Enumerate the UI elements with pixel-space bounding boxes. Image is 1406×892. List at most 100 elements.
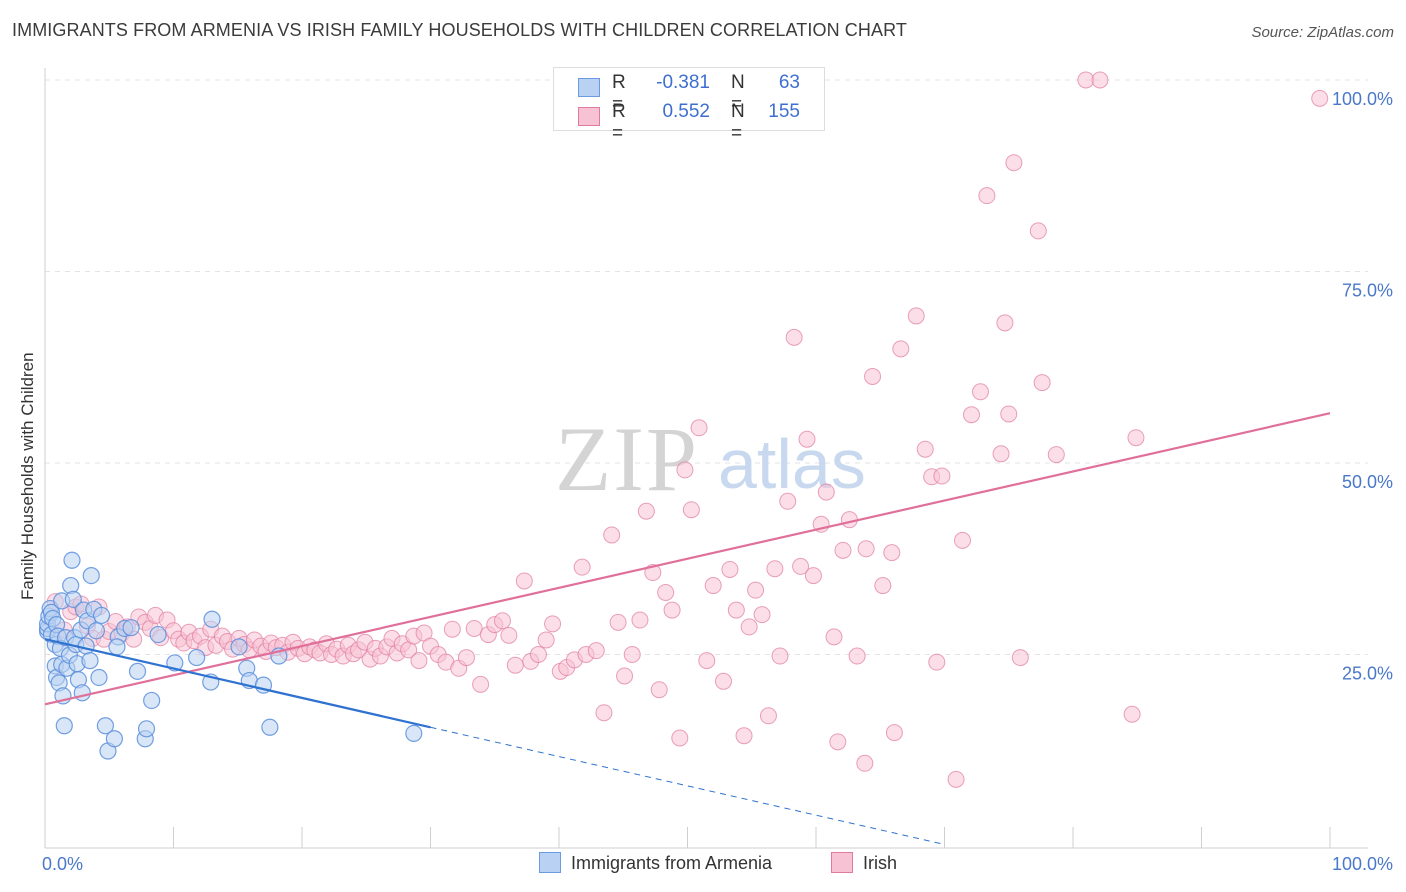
irish-point: [892, 340, 910, 358]
irish-point: [771, 647, 789, 665]
irish-point: [1077, 71, 1095, 89]
axes: [44, 68, 1368, 849]
n-value: 63: [778, 72, 800, 93]
irish-point: [785, 328, 803, 346]
irish-point: [834, 541, 852, 559]
n-label: N =: [731, 101, 745, 144]
irish-point: [792, 557, 810, 575]
irish-point: [857, 540, 875, 558]
irish-point: [766, 560, 784, 578]
irish-point: [953, 531, 971, 549]
irish-point: [682, 501, 700, 519]
irish-point: [500, 626, 518, 644]
irish-point: [690, 419, 708, 437]
armenia-swatch: [578, 78, 600, 97]
watermark-atlas: atlas: [718, 425, 866, 503]
correlation-legend: R = -0.381 N = 63 R = 0.552 N = 155: [553, 67, 825, 144]
armenia-trend-extension: [430, 726, 945, 845]
irish-point: [637, 502, 655, 520]
irish-point: [573, 558, 591, 576]
armenia-point: [230, 638, 248, 656]
armenia-point: [203, 610, 221, 628]
armenia-legend-swatch: [539, 852, 561, 873]
irish-point: [529, 646, 547, 663]
irish-point: [996, 314, 1014, 332]
irish-point: [721, 560, 739, 578]
irish-point: [1123, 705, 1141, 723]
irish-point: [829, 733, 847, 751]
irish-point: [698, 652, 716, 670]
trend-lines: [44, 412, 1331, 845]
irish-point: [1000, 405, 1018, 423]
irish-point: [804, 567, 822, 585]
irish-point: [933, 467, 951, 485]
n-label: N =: [731, 72, 745, 115]
gridlines: [45, 79, 1368, 655]
irish-point: [962, 406, 980, 424]
legend-item-irish[interactable]: Irish: [831, 852, 897, 874]
irish-point: [465, 619, 483, 637]
irish-point: [410, 652, 428, 670]
irish-point: [1091, 71, 1109, 89]
irish-point: [779, 492, 797, 510]
irish-point: [916, 440, 934, 458]
irish-point: [759, 707, 777, 725]
irish-points: [46, 71, 1329, 788]
irish-point: [443, 620, 461, 638]
irish-point: [864, 367, 882, 385]
watermark-zip: ZIP: [555, 408, 699, 510]
irish-point: [587, 642, 605, 660]
irish-point: [714, 672, 732, 690]
legend-label: Immigrants from Armenia: [571, 853, 773, 873]
irish-point: [992, 445, 1010, 463]
source-credit: Source: ZipAtlas.com: [1251, 24, 1394, 41]
irish-point: [1005, 154, 1023, 172]
irish-point: [1311, 89, 1329, 107]
armenia-point: [128, 662, 147, 680]
irish-point: [848, 647, 866, 665]
x-tick-label: 0.0%: [42, 854, 83, 874]
irish-legend-swatch: [831, 852, 853, 873]
irish-point: [727, 601, 745, 619]
watermark: ZIP atlas: [555, 408, 866, 510]
armenia-point: [149, 625, 167, 644]
irish-point: [747, 581, 765, 599]
armenia-point: [105, 730, 123, 748]
armenia-point: [64, 590, 82, 608]
irish-point: [623, 646, 641, 663]
irish-point: [457, 649, 475, 667]
irish-point: [883, 544, 901, 562]
armenia-point: [92, 606, 111, 625]
irish-point: [874, 577, 892, 595]
armenia-trend-line: [44, 638, 431, 729]
armenia-point: [137, 720, 156, 738]
legend-label: Irish: [863, 853, 898, 873]
irish-point: [1011, 649, 1029, 667]
armenia-point: [108, 638, 126, 656]
armenia-point: [82, 567, 100, 585]
legend-item-armenia[interactable]: Immigrants from Armenia: [539, 852, 772, 874]
irish-point: [631, 611, 649, 629]
x-tick-label: 100.0%: [1332, 854, 1393, 874]
irish-point: [856, 754, 874, 772]
armenia-point: [73, 684, 91, 702]
armenia-point: [77, 637, 95, 655]
irish-point: [544, 615, 562, 633]
armenia-point: [63, 551, 81, 569]
irish-trend-line: [44, 412, 1331, 706]
n-value: 155: [768, 101, 800, 122]
irish-point: [885, 724, 903, 742]
irish-point: [671, 729, 689, 747]
armenia-point: [96, 717, 114, 735]
armenia-point: [90, 668, 108, 687]
armenia-point: [188, 648, 206, 667]
irish-point: [609, 613, 627, 631]
irish-point: [971, 383, 989, 401]
armenia-point: [405, 724, 423, 742]
irish-point: [616, 667, 634, 685]
tick-labels: 25.0% 50.0% 75.0% 100.0% 0.0% 100.0%: [42, 89, 1393, 874]
y-tick-label: 100.0%: [1332, 89, 1393, 109]
irish-point: [676, 461, 694, 479]
y-tick-label: 75.0%: [1342, 281, 1393, 301]
armenia-point: [261, 718, 279, 736]
